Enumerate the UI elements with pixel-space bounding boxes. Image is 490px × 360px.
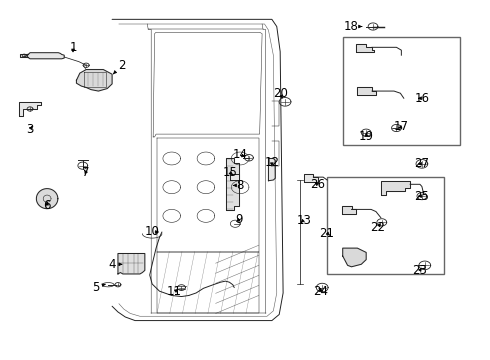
Text: 13: 13: [296, 214, 311, 227]
Text: 4: 4: [108, 258, 122, 271]
Text: 7: 7: [82, 166, 90, 179]
Text: 24: 24: [313, 285, 328, 298]
Bar: [343, 37, 460, 145]
Polygon shape: [356, 44, 374, 51]
Text: 3: 3: [26, 123, 34, 136]
Text: 25: 25: [415, 190, 429, 203]
Polygon shape: [118, 253, 145, 274]
Polygon shape: [343, 248, 366, 267]
Text: 20: 20: [273, 87, 288, 100]
Polygon shape: [76, 69, 112, 91]
Polygon shape: [20, 54, 27, 57]
Polygon shape: [230, 174, 239, 180]
Polygon shape: [36, 189, 58, 209]
Text: 12: 12: [265, 156, 279, 169]
Text: 26: 26: [310, 178, 325, 191]
Text: 8: 8: [233, 179, 244, 192]
Text: 18: 18: [344, 20, 362, 33]
Text: 9: 9: [235, 213, 243, 226]
Polygon shape: [19, 102, 41, 116]
Text: 1: 1: [69, 41, 77, 54]
Text: 23: 23: [413, 264, 427, 277]
Text: 5: 5: [92, 281, 105, 294]
Text: 19: 19: [359, 130, 374, 143]
Text: 11: 11: [167, 285, 182, 298]
Text: 10: 10: [145, 225, 160, 238]
Text: 22: 22: [370, 221, 386, 234]
Text: 21: 21: [319, 226, 335, 239]
Text: 16: 16: [415, 92, 429, 105]
Text: 27: 27: [415, 157, 429, 170]
Text: 2: 2: [113, 59, 125, 74]
Polygon shape: [226, 158, 239, 211]
Text: 15: 15: [223, 166, 238, 179]
Polygon shape: [269, 158, 275, 181]
Bar: [327, 177, 444, 274]
Text: 17: 17: [394, 121, 409, 134]
Polygon shape: [357, 87, 376, 95]
Polygon shape: [27, 53, 64, 59]
Polygon shape: [304, 174, 318, 182]
Text: 6: 6: [43, 199, 51, 212]
Polygon shape: [342, 206, 356, 214]
Text: 14: 14: [233, 148, 247, 161]
Polygon shape: [381, 181, 410, 195]
